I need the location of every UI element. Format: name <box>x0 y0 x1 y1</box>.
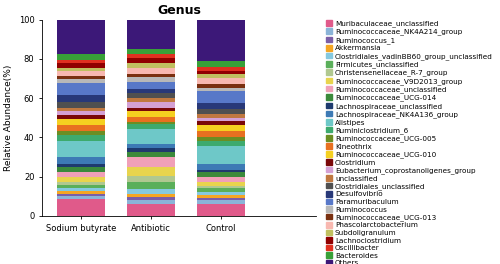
Bar <box>58 182 106 185</box>
Bar <box>58 108 106 111</box>
Bar <box>127 98 175 102</box>
Bar <box>58 83 106 95</box>
Bar <box>58 167 106 172</box>
Bar <box>58 63 106 68</box>
Title: Genus: Genus <box>158 4 201 17</box>
Bar <box>196 137 244 141</box>
Bar <box>58 20 106 54</box>
Bar <box>58 131 106 135</box>
Bar <box>196 204 244 216</box>
Bar <box>127 176 175 182</box>
Bar <box>58 135 106 141</box>
Bar <box>196 84 244 88</box>
Bar <box>127 77 175 82</box>
Bar <box>196 70 244 74</box>
Bar <box>196 91 244 103</box>
Bar <box>58 194 106 196</box>
Bar <box>58 71 106 76</box>
Bar <box>127 93 175 98</box>
Bar <box>58 199 106 216</box>
Bar <box>58 196 106 199</box>
Bar <box>127 167 175 176</box>
Bar <box>58 164 106 167</box>
Bar <box>127 129 175 144</box>
Bar <box>127 124 175 129</box>
Bar <box>127 200 175 204</box>
Bar <box>196 186 244 188</box>
Bar <box>127 63 175 68</box>
Bar <box>127 117 175 121</box>
Bar <box>127 121 175 124</box>
Bar <box>127 144 175 148</box>
Bar <box>58 102 106 108</box>
Bar <box>127 197 175 200</box>
Bar <box>196 88 244 91</box>
Bar <box>58 191 106 194</box>
Bar <box>196 192 244 195</box>
Bar <box>196 188 244 192</box>
Legend: Muribaculaceae_unclassified, Ruminococcaceae_NK4A214_group, Ruminococcus_1, Akke: Muribaculaceae_unclassified, Ruminococca… <box>326 20 494 264</box>
Bar <box>127 148 175 153</box>
Bar <box>58 177 106 182</box>
Bar <box>58 79 106 83</box>
Bar <box>127 182 175 189</box>
Bar <box>58 54 106 60</box>
Bar <box>196 109 244 114</box>
Bar <box>196 177 244 182</box>
Bar <box>127 58 175 63</box>
Bar <box>196 61 244 67</box>
Bar <box>127 20 175 49</box>
Bar <box>196 78 244 84</box>
Bar <box>58 68 106 71</box>
Bar <box>127 189 175 194</box>
Bar <box>127 82 175 89</box>
Bar <box>58 115 106 119</box>
Bar <box>127 194 175 197</box>
Bar <box>196 164 244 170</box>
Bar <box>58 95 106 102</box>
Bar <box>58 141 106 157</box>
Bar <box>196 121 244 125</box>
Bar <box>127 89 175 93</box>
Bar <box>196 200 244 204</box>
Bar <box>196 118 244 121</box>
Bar <box>58 76 106 79</box>
Bar <box>58 172 106 177</box>
Bar <box>127 108 175 111</box>
Bar <box>196 131 244 137</box>
Bar <box>58 157 106 164</box>
Bar <box>127 68 175 74</box>
Bar <box>196 195 244 198</box>
Bar <box>58 188 106 191</box>
Bar <box>196 67 244 70</box>
Bar <box>196 170 244 172</box>
Bar <box>127 157 175 167</box>
Y-axis label: Relative Abundance(%): Relative Abundance(%) <box>4 65 13 171</box>
Bar <box>196 74 244 78</box>
Bar <box>58 111 106 115</box>
Bar <box>196 141 244 146</box>
Bar <box>58 185 106 188</box>
Bar <box>58 125 106 131</box>
Bar <box>196 103 244 109</box>
Bar <box>127 153 175 157</box>
Bar <box>196 146 244 164</box>
Bar <box>196 198 244 200</box>
Bar <box>127 102 175 108</box>
Bar <box>196 125 244 131</box>
Bar <box>196 172 244 177</box>
Bar <box>196 20 244 61</box>
Bar <box>127 49 175 54</box>
Bar <box>196 182 244 186</box>
Bar <box>127 111 175 117</box>
Bar <box>127 54 175 58</box>
Bar <box>127 74 175 77</box>
Bar <box>58 119 106 125</box>
Bar <box>196 114 244 118</box>
Bar <box>58 60 106 63</box>
Bar <box>127 204 175 216</box>
